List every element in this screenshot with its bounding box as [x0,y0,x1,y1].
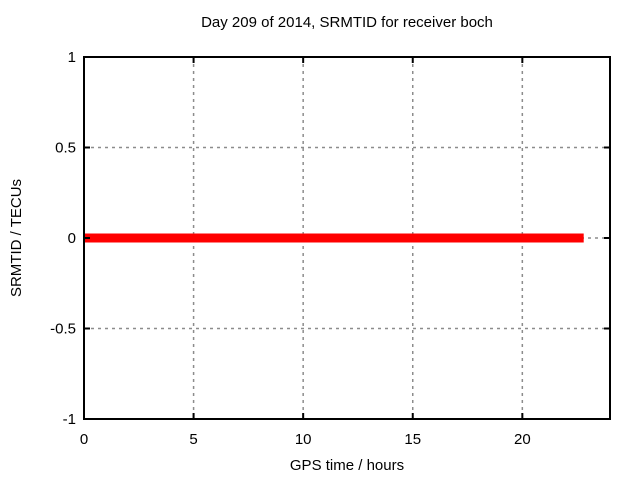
y-tick-label: -1 [63,411,76,428]
x-tick-labels: 0 5 10 15 20 [80,431,531,448]
y-axis-label: SRMTID / TECUs [8,179,25,297]
x-tick-label: 15 [404,431,421,448]
y-tick-label: 0 [68,230,76,247]
y-tick-labels: -1 -0.5 0 0.5 1 [50,49,76,428]
x-tick-label: 20 [514,431,531,448]
y-tick-label: -0.5 [50,321,76,338]
y-tick-label: 0.5 [55,140,76,157]
x-axis-label: GPS time / hours [290,457,404,474]
x-tick-label: 10 [295,431,312,448]
grid-lines [84,57,610,419]
plot-border [83,56,611,420]
x-tick-label: 5 [189,431,197,448]
y-tick-label: 1 [68,49,76,66]
chart-title: Day 209 of 2014, SRMTID for receiver boc… [201,14,493,31]
x-tick-label: 0 [80,431,88,448]
